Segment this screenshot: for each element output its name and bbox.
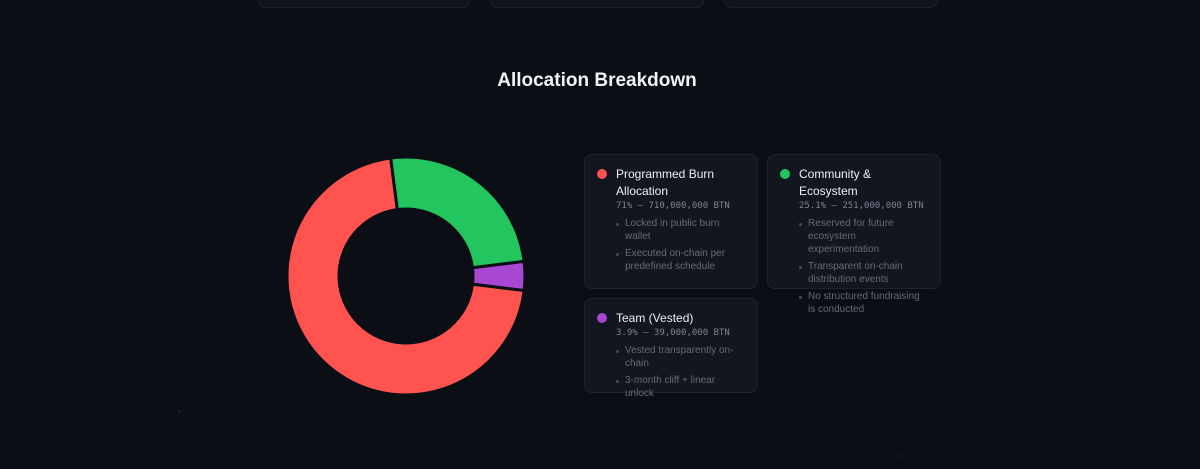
card-bullet: Locked in public burn wallet xyxy=(616,217,745,243)
card-bullets: Reserved for future ecosystem experiment… xyxy=(780,217,928,316)
legend-dot-icon xyxy=(780,169,790,179)
card-stat: 71% — 710,000,000 BTN xyxy=(616,201,730,211)
background-speck xyxy=(898,455,900,457)
card-bullets: Locked in public burn wallet Executed on… xyxy=(597,217,745,273)
card-bullet: No structured fundraising is conducted xyxy=(799,290,928,316)
donut-slice-team xyxy=(470,259,527,293)
donut-slice-community xyxy=(388,155,526,270)
legend-dot-icon xyxy=(597,169,607,179)
allocation-card-burn: Programmed Burn Allocation 71% — 710,000… xyxy=(584,154,758,289)
card-name: Programmed Burn Allocation xyxy=(616,167,715,198)
allocation-card-team: Team (Vested) 3.9% — 39,000,000 BTN Vest… xyxy=(584,298,758,399)
card-bullet: Transparent on-chain distribution events xyxy=(799,260,928,286)
card-bullet: Executed on-chain per predefined schedul… xyxy=(616,247,745,273)
top-stat-card xyxy=(490,0,704,8)
card-bullet: Reserved for future ecosystem experiment… xyxy=(799,217,928,256)
card-bullets: Vested transparently on-chain 3-month cl… xyxy=(597,344,745,400)
legend-dot-icon xyxy=(597,313,607,323)
card-stat: 25.1% — 251,000,000 BTN xyxy=(799,201,924,211)
card-name: Team (Vested) xyxy=(616,311,694,325)
allocation-donut-chart xyxy=(285,155,527,397)
top-stat-card xyxy=(724,0,938,8)
donut-slice-burn xyxy=(285,156,526,397)
section-title: Allocation Breakdown xyxy=(497,70,697,91)
top-stat-card xyxy=(258,0,470,8)
card-name: Community & Ecosystem xyxy=(799,167,872,198)
allocation-card-community: Community & Ecosystem 25.1% — 251,000,00… xyxy=(767,154,941,315)
card-bullet: 3-month cliff + linear unlock xyxy=(616,374,745,400)
background-speck xyxy=(178,410,180,412)
card-bullet: Vested transparently on-chain xyxy=(616,344,745,370)
card-stat: 3.9% — 39,000,000 BTN xyxy=(616,328,730,338)
